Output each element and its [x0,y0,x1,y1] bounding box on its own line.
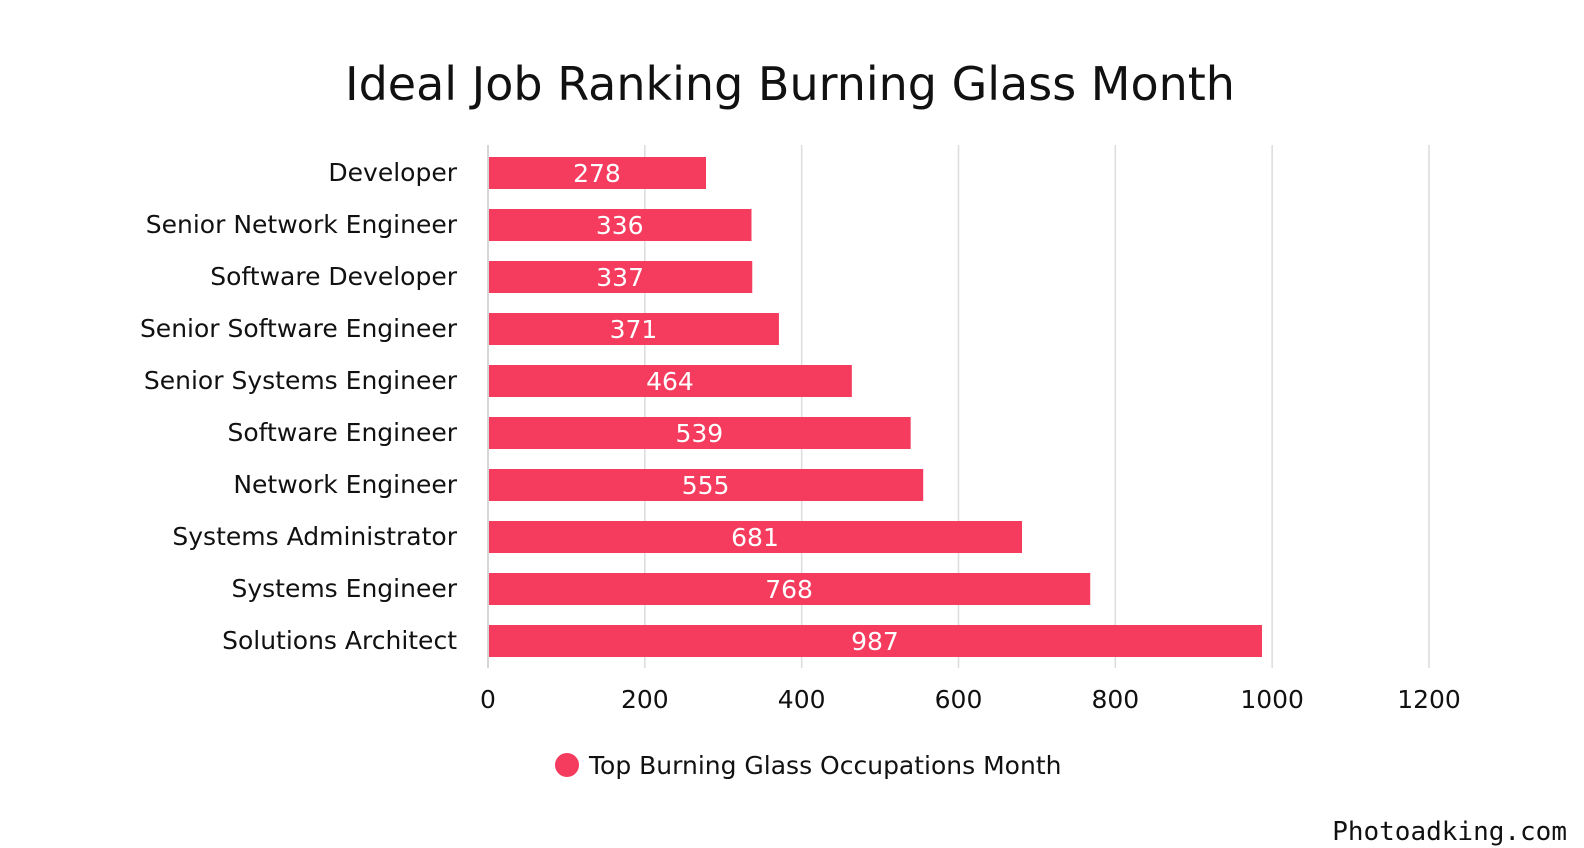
bar-value-label: 681 [731,523,779,552]
category-label: Systems Engineer [231,574,457,603]
legend-marker [555,753,579,777]
category-label: Software Developer [210,262,457,291]
x-tick-label: 600 [935,685,983,714]
x-tick-label: 800 [1091,685,1139,714]
x-tick-labels: 0 200 400 600 800 1000 1200 [480,685,1461,714]
category-label: Senior Systems Engineer [144,366,458,395]
bar-value-label: 539 [675,419,723,448]
legend-label: Top Burning Glass Occupations Month [588,751,1061,780]
bar-value-label: 464 [646,367,694,396]
bar-value-label: 337 [596,263,644,292]
legend[interactable]: Top Burning Glass Occupations Month [555,751,1061,780]
category-label: Network Engineer [233,470,457,499]
bar[interactable] [489,521,1023,553]
bar-value-label: 278 [573,159,621,188]
bar[interactable] [489,209,752,241]
x-tick-label: 200 [621,685,669,714]
bar-value-label: 555 [682,471,730,500]
bar[interactable] [489,573,1091,605]
category-label: Senior Network Engineer [146,210,458,239]
bar[interactable] [489,625,1262,657]
bar[interactable] [489,469,924,501]
category-label: Developer [328,158,457,187]
bar-value-label: 336 [596,211,644,240]
bar-value-label: 987 [851,627,899,656]
category-label: Solutions Architect [222,626,457,655]
category-labels: Developer Senior Network Engineer Software… [140,158,458,655]
x-tick-label: 1200 [1397,685,1461,714]
bar-value-label: 371 [610,315,658,344]
bar[interactable] [489,157,706,189]
bar[interactable] [489,365,852,397]
chart-title: Ideal Job Ranking Burning Glass Month [345,57,1235,111]
watermark: Photoadking.com [1332,817,1567,847]
bar[interactable] [489,417,911,449]
bar[interactable] [489,313,779,345]
category-label: Systems Administrator [172,522,457,551]
x-tick-label: 0 [480,685,496,714]
category-label: Software Engineer [228,418,458,447]
x-tick-label: 1000 [1240,685,1304,714]
category-label: Senior Software Engineer [140,314,458,343]
bar[interactable] [489,261,753,293]
bar-value-label: 768 [765,575,813,604]
x-tick-label: 400 [778,685,826,714]
